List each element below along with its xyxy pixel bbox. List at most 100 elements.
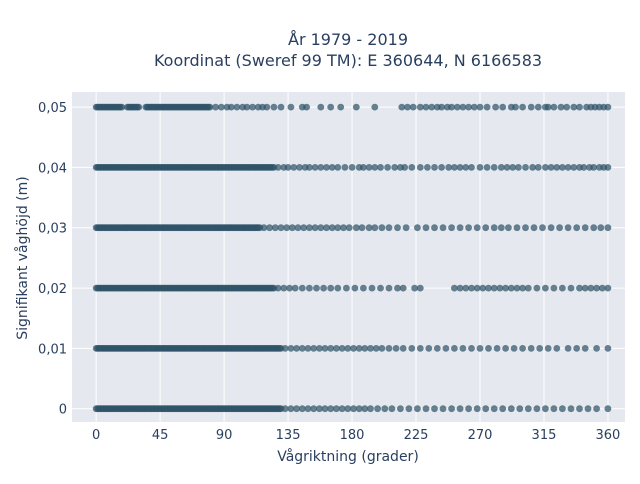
x-tick-label: 360 [596, 428, 621, 443]
data-point [604, 405, 612, 413]
data-point [394, 224, 401, 232]
data-point [483, 103, 491, 111]
data-point [361, 345, 369, 352]
data-point [456, 284, 464, 292]
data-point [333, 405, 340, 413]
data-point [422, 224, 430, 232]
data-point [270, 103, 278, 111]
data-point [513, 224, 521, 232]
data-point [327, 405, 335, 413]
data-point [522, 164, 529, 171]
data-point [306, 164, 313, 171]
data-point [581, 284, 589, 292]
data-point [286, 284, 293, 292]
data-point [416, 103, 424, 111]
x-tick-label: 180 [340, 428, 365, 443]
data-point [360, 284, 367, 292]
data-point [371, 164, 379, 171]
data-point [310, 405, 318, 413]
data-point [512, 103, 519, 111]
data-point [288, 224, 296, 232]
data-point [402, 224, 410, 232]
data-point [453, 103, 461, 111]
data-point [361, 405, 369, 413]
data-point [505, 224, 512, 232]
data-point [320, 284, 327, 292]
data-point [563, 103, 571, 111]
x-tick-label: 90 [216, 428, 233, 443]
data-point [556, 224, 563, 232]
data-point [465, 224, 472, 232]
data-point [340, 224, 347, 232]
data-point [459, 103, 467, 111]
data-point [476, 103, 484, 111]
data-point [217, 103, 225, 111]
data-point [408, 345, 416, 352]
data-point [544, 345, 552, 352]
data-point [513, 284, 521, 292]
chart-title-line-1: År 1979 - 2019 [288, 30, 408, 49]
data-point [378, 345, 386, 352]
data-point [431, 224, 438, 232]
data-point [499, 405, 507, 413]
data-point [465, 103, 472, 111]
data-point [321, 345, 329, 352]
data-point [277, 103, 285, 111]
x-tick-label: 315 [532, 428, 557, 443]
data-point [327, 103, 335, 111]
data-point [328, 224, 336, 232]
data-point [587, 284, 595, 292]
data-point [281, 345, 289, 352]
x-tick-label: 270 [468, 428, 493, 443]
data-point [564, 345, 572, 352]
data-point [343, 284, 350, 292]
y-tick-label: 0,05 [38, 101, 67, 116]
data-point [468, 284, 475, 292]
data-point [550, 284, 558, 292]
data-point [576, 405, 583, 413]
data-point [573, 345, 581, 352]
data-point [519, 284, 526, 292]
data-point [392, 345, 400, 352]
data-point [476, 345, 484, 352]
data-point [422, 103, 430, 111]
data-point [536, 345, 544, 352]
data-point [438, 164, 445, 171]
data-point [573, 224, 581, 232]
data-point [414, 224, 421, 232]
data-point [249, 103, 256, 111]
data-point [462, 164, 470, 171]
data-point [233, 103, 241, 111]
data-point [479, 284, 487, 292]
data-point [533, 405, 541, 413]
data-point [485, 284, 492, 292]
data-point [502, 345, 509, 352]
data-point [365, 164, 373, 171]
data-point [547, 164, 555, 171]
data-point [456, 224, 464, 232]
y-axis-label: Signifikant våghöjd (m) [14, 176, 31, 339]
data-point [323, 164, 330, 171]
data-point [509, 164, 517, 171]
y-tick-label: 0,01 [38, 342, 67, 357]
data-point [468, 345, 475, 352]
data-point [604, 345, 612, 352]
data-point [284, 164, 292, 171]
data-point [384, 164, 391, 171]
data-point [559, 284, 566, 292]
data-point [365, 224, 373, 232]
x-axis-ticks: 0 45 90 135 180 225 270 315 360 [92, 428, 620, 443]
data-point [533, 284, 541, 292]
data-point [567, 284, 575, 292]
data-point [277, 224, 285, 232]
data-point [344, 345, 352, 352]
data-point [515, 164, 522, 171]
data-point [422, 405, 430, 413]
data-point [567, 405, 575, 413]
data-point [593, 345, 600, 352]
x-axis-label: Vågriktning (grader) [277, 448, 419, 465]
data-point [118, 103, 126, 111]
data-point [522, 224, 529, 232]
x-tick-label: 225 [404, 428, 429, 443]
